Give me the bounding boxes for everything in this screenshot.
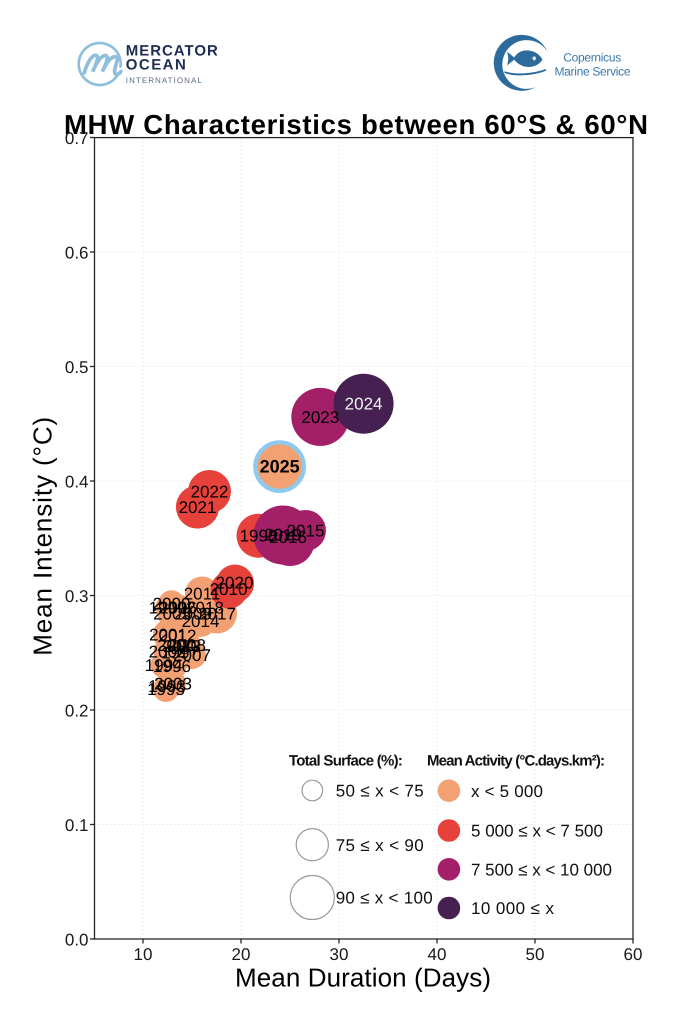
svg-text:0.6: 0.6 (65, 244, 89, 263)
svg-text:2013: 2013 (163, 637, 201, 656)
svg-text:2020: 2020 (216, 574, 254, 593)
svg-text:2012: 2012 (159, 627, 197, 646)
svg-text:0.3: 0.3 (65, 587, 89, 606)
svg-text:OCEAN: OCEAN (126, 56, 186, 73)
svg-text:0.5: 0.5 (65, 358, 89, 377)
svg-text:2003: 2003 (154, 675, 192, 694)
svg-text:2002: 2002 (149, 643, 187, 662)
svg-text:60: 60 (624, 945, 643, 964)
svg-text:1994: 1994 (145, 656, 183, 675)
svg-text:1995: 1995 (147, 680, 185, 699)
svg-text:0.4: 0.4 (65, 473, 89, 492)
svg-text:Copernicus: Copernicus (563, 51, 621, 65)
svg-text:2025: 2025 (260, 457, 300, 477)
svg-text:0.1: 0.1 (65, 816, 89, 835)
svg-text:Mean Duration (Days): Mean Duration (Days) (235, 963, 491, 993)
svg-text:2016: 2016 (269, 528, 307, 547)
svg-text:Marine Service: Marine Service (555, 65, 631, 79)
svg-text:0.7: 0.7 (65, 129, 89, 148)
svg-text:1997: 1997 (161, 644, 199, 663)
svg-text:2005: 2005 (153, 605, 191, 624)
svg-text:10 000 ≤ x: 10 000 ≤ x (471, 899, 555, 918)
svg-text:2018: 2018 (186, 598, 224, 617)
svg-text:1993: 1993 (148, 677, 186, 696)
svg-text:50: 50 (526, 945, 545, 964)
svg-text:75 ≤ x < 90: 75 ≤ x < 90 (336, 836, 424, 855)
svg-text:1999: 1999 (149, 598, 187, 617)
svg-text:Mean Activity (°C.days.km²):: Mean Activity (°C.days.km²): (427, 753, 605, 770)
svg-text:INTERNATIONAL: INTERNATIONAL (126, 76, 203, 85)
svg-text:x < 5 000: x < 5 000 (471, 782, 543, 801)
svg-text:5 000 ≤ x < 7 500: 5 000 ≤ x < 7 500 (471, 822, 603, 841)
svg-text:2019: 2019 (264, 526, 302, 545)
svg-text:2022: 2022 (191, 483, 229, 502)
svg-text:2014: 2014 (182, 612, 220, 631)
svg-text:2008: 2008 (168, 636, 206, 655)
svg-text:MERCATOR: MERCATOR (126, 43, 218, 60)
svg-text:2017: 2017 (198, 605, 236, 624)
svg-text:90 ≤ x < 100: 90 ≤ x < 100 (336, 889, 433, 908)
svg-text:2000: 2000 (153, 594, 191, 613)
svg-text:2004: 2004 (157, 636, 195, 655)
svg-text:30: 30 (330, 945, 349, 964)
svg-text:2024: 2024 (345, 395, 383, 414)
svg-text:1996: 1996 (153, 657, 191, 676)
svg-text:50 ≤ x < 75: 50 ≤ x < 75 (336, 782, 424, 801)
svg-text:1998: 1998 (240, 527, 278, 546)
svg-text:2021: 2021 (179, 498, 217, 517)
svg-text:2009: 2009 (174, 605, 212, 624)
svg-text:2006: 2006 (159, 598, 197, 617)
svg-text:2010: 2010 (210, 580, 248, 599)
svg-text:2007: 2007 (173, 646, 211, 665)
svg-text:2001: 2001 (149, 626, 187, 645)
svg-text:MHW Characteristics between 60: MHW Characteristics between 60°S & 60°N (64, 109, 648, 140)
svg-text:2023: 2023 (301, 408, 339, 427)
svg-text:20: 20 (232, 945, 251, 964)
svg-text:40: 40 (428, 945, 447, 964)
svg-text:10: 10 (134, 945, 153, 964)
svg-text:2015: 2015 (287, 522, 325, 541)
svg-text:7 500 ≤ x < 10 000: 7 500 ≤ x < 10 000 (471, 860, 612, 879)
svg-text:2011: 2011 (184, 585, 221, 604)
svg-text:0.0: 0.0 (65, 931, 89, 950)
svg-text:Total Surface (%):: Total Surface (%): (289, 753, 403, 770)
svg-text:0.2: 0.2 (65, 702, 89, 721)
svg-text:Mean Intensity (°C): Mean Intensity (°C) (28, 417, 58, 656)
